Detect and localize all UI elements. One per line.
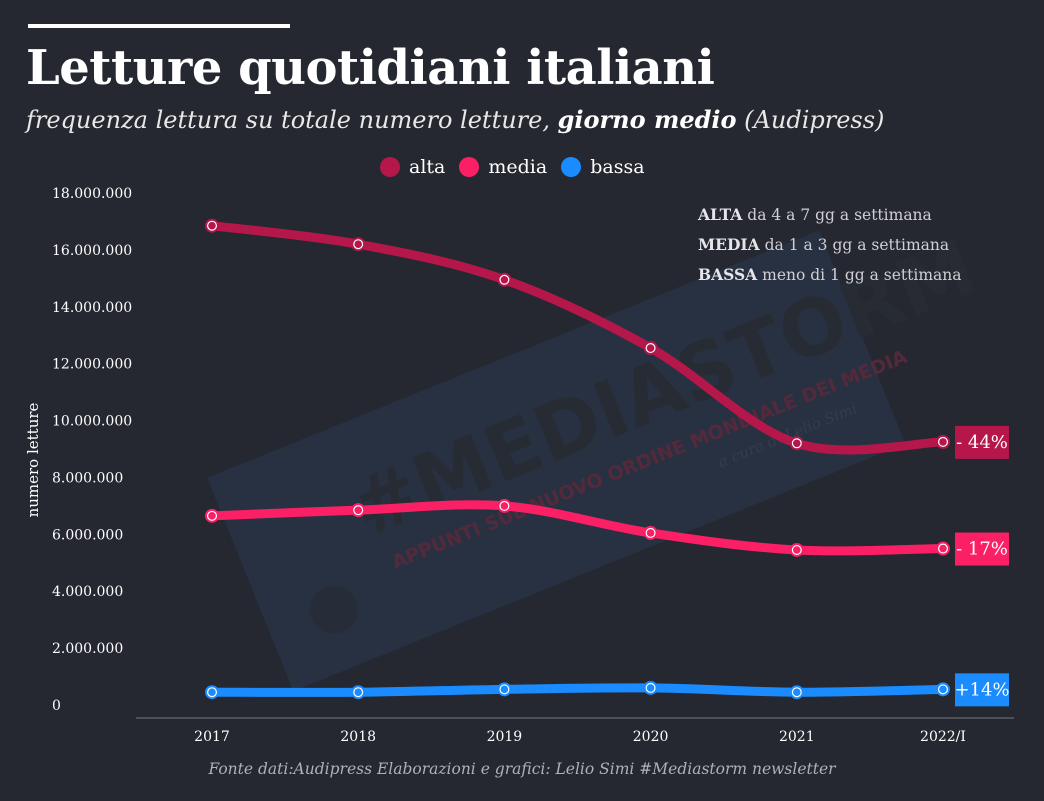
end-label-box-bassa (955, 673, 1009, 707)
source-note: Fonte dati:Audipress Elaborazioni e graf… (208, 760, 836, 778)
y-tick-label: 0 (52, 698, 61, 714)
chart-title: Letture quotidiani italiani (26, 40, 715, 96)
y-tick-label: 8.000.000 (52, 470, 123, 486)
legend-label: media (488, 156, 548, 178)
legend-swatch (459, 157, 480, 177)
chart-subtitle: frequenza lettura su totale numero lettu… (26, 105, 885, 134)
y-tick-label: 18.000.000 (52, 186, 132, 202)
data-point-core (939, 438, 947, 446)
series-line-media (207, 500, 948, 556)
legend: alta media bassa (380, 152, 645, 182)
series-lines (205, 218, 950, 700)
x-tick-label: 2017 (194, 729, 230, 745)
data-point-core (646, 344, 655, 352)
data-point-core (939, 544, 947, 553)
y-axis-label: numero letture (24, 402, 42, 518)
note-media: MEDIA da 1 a 3 gg a settimana (698, 235, 950, 254)
end-label-alta: - 44% (956, 432, 1008, 453)
data-point-core (208, 512, 216, 520)
x-tick-label: 2021 (779, 729, 815, 745)
data-point-core (208, 221, 216, 230)
x-tick-label: 2019 (487, 729, 523, 745)
end-label-bassa: +14% (954, 679, 1009, 700)
end-label-media: - 17% (956, 539, 1008, 560)
data-point-core (793, 688, 801, 696)
end-label-box-alta (955, 425, 1009, 459)
legend-swatch (380, 157, 400, 177)
data-point-core (793, 439, 801, 448)
data-point-core (500, 275, 509, 284)
x-tick-label: 2022/I (920, 729, 966, 745)
data-point-core (500, 685, 509, 694)
data-point-core (354, 506, 363, 514)
data-point-core (939, 685, 947, 694)
legend-item-bassa: bassa (561, 156, 645, 178)
series-line-bassa (207, 683, 948, 697)
legend-item-media: media (459, 156, 547, 178)
data-point-core (500, 502, 509, 510)
note-alta: ALTA da 4 a 7 gg a settimana (698, 205, 932, 224)
x-ticks: 2017 2018 2019 2020 2021 2022/I (194, 729, 966, 745)
frequency-notes: ALTA da 4 a 7 gg a settimana MEDIA da 1 … (698, 200, 961, 290)
x-tick-label: 2020 (633, 729, 669, 745)
y-ticks: 0 2.000.000 4.000.000 6.000.000 8.000.000 10.… (52, 186, 132, 714)
x-tick-label: 2018 (340, 729, 376, 745)
y-tick-label: 10.000.000 (52, 414, 132, 430)
end-labels: - 44% - 17% +14% (954, 425, 1010, 707)
end-label-box-media (955, 532, 1009, 566)
note-bassa: BASSA meno di 1 gg a settimana (698, 265, 962, 284)
y-tick-label: 6.000.000 (52, 527, 123, 543)
y-tick-label: 16.000.000 (52, 243, 132, 259)
legend-label: alta (409, 156, 446, 178)
series-line-alta (207, 221, 948, 455)
data-point-core (646, 529, 655, 537)
y-tick-label: 4.000.000 (52, 584, 123, 600)
legend-swatch (561, 157, 582, 177)
data-point-core (354, 240, 363, 248)
data-point-core (208, 688, 216, 696)
top-rule (28, 24, 290, 28)
y-tick-label: 14.000.000 (52, 300, 132, 316)
y-tick-label: 2.000.000 (52, 641, 123, 657)
data-point-core (793, 546, 801, 554)
legend-label: bassa (590, 156, 645, 178)
legend-item-alta: alta (380, 156, 445, 178)
data-point-core (354, 688, 363, 696)
y-tick-label: 12.000.000 (52, 357, 132, 373)
data-point-core (646, 684, 655, 692)
